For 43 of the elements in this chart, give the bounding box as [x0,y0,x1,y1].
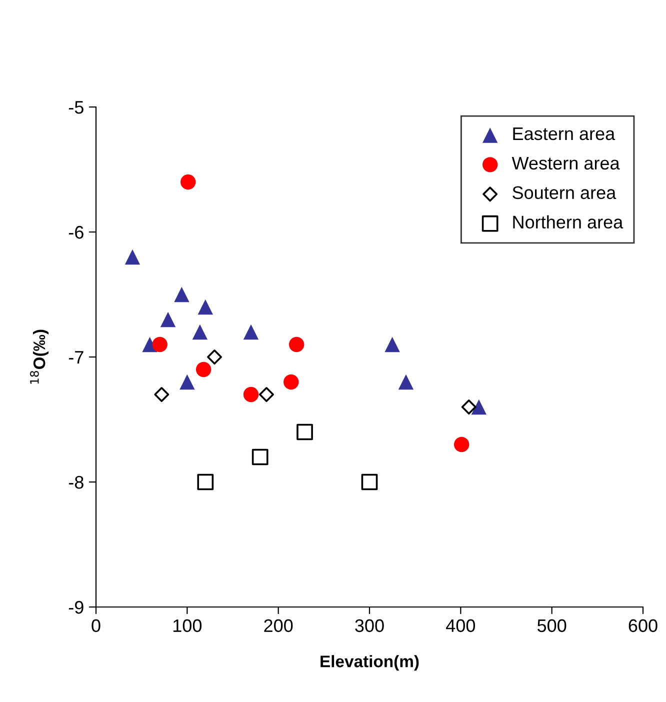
point [243,386,259,402]
point [192,324,208,340]
x-tick-label: 400 [446,619,476,632]
y-tick-label: -5 [68,101,84,114]
point [384,336,400,352]
point [152,336,168,352]
x-tick-label: 500 [537,619,566,632]
legend-label: Western area [512,156,620,170]
point [207,350,222,364]
point [398,374,414,390]
x-tick-label: 300 [355,619,384,632]
point [296,424,313,440]
point [243,324,259,340]
point [454,436,470,452]
legend-label: Eastern area [513,128,616,140]
legend-label: Northern area [513,215,624,229]
x-axis-title: Elevation(m) [320,655,419,671]
point [361,474,378,490]
point [252,448,268,466]
point [154,387,170,402]
x-tick-label: 600 [628,619,658,632]
point [180,374,195,390]
point [180,174,196,190]
point [288,336,304,352]
point [461,400,476,414]
y-tick-label: -6 [68,226,84,239]
point [283,374,299,390]
y-tick-label: -9 [68,600,84,614]
legend-label: Soutern area [512,186,616,200]
point [197,474,214,490]
point [258,387,274,402]
point [198,299,214,315]
x-tick-label: 200 [264,619,293,632]
y-tick-label: -8 [68,476,84,489]
point [124,249,140,265]
point [160,312,176,328]
x-tick-label: 0 [92,619,100,632]
x-tick-label: 100 [173,619,202,632]
point [471,399,487,415]
point [196,362,212,378]
point [174,286,190,302]
y-tick-label: -7 [68,351,84,364]
y-axis-title: $^{18}$O(‰) [30,330,49,384]
